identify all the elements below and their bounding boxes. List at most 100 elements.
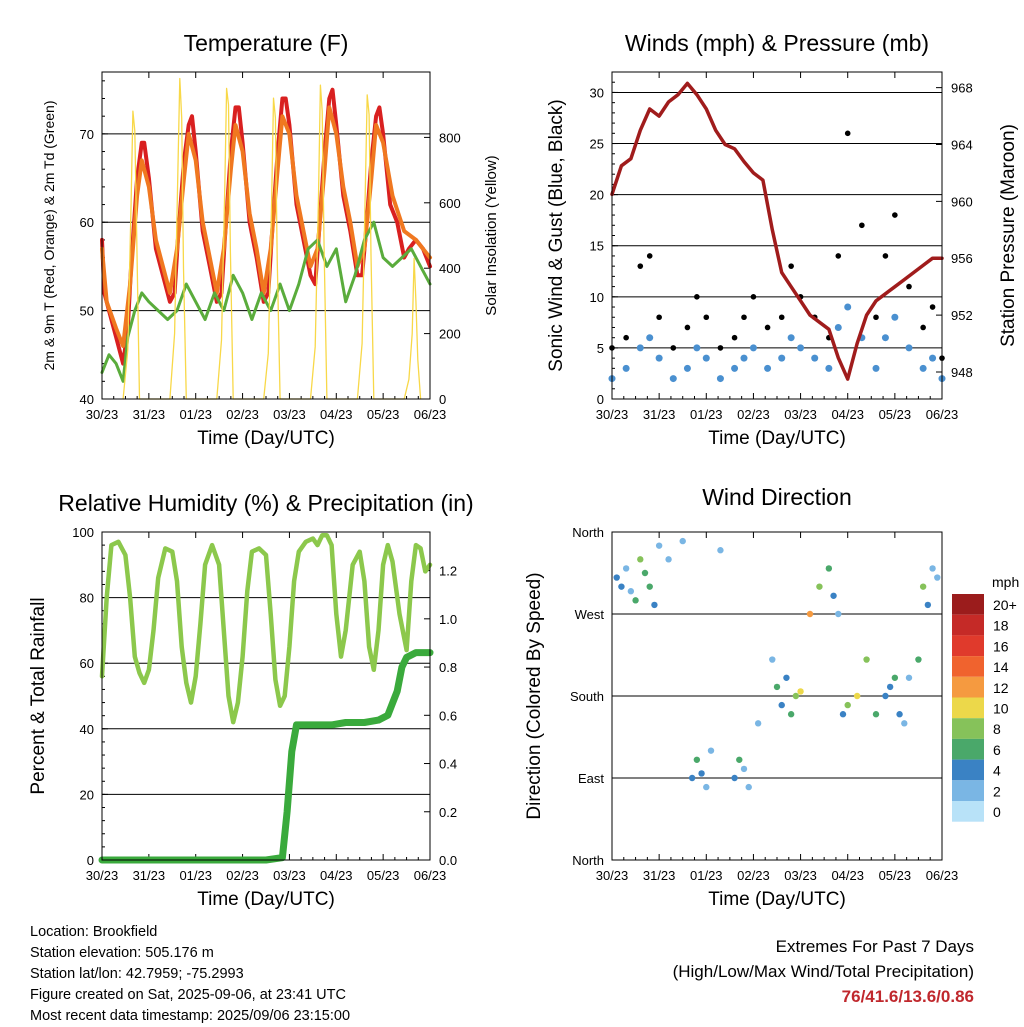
gust-point bbox=[859, 222, 865, 229]
temperature-panel: Temperature (F) 40 50 60 70 0 200 400 600 800 30/2… bbox=[41, 30, 500, 449]
temp_2m-line bbox=[100, 87, 432, 366]
x-tick-label: 06/23 bbox=[414, 868, 447, 883]
y2-tick-label: 0.6 bbox=[439, 708, 457, 723]
direction-point bbox=[745, 783, 752, 791]
legend-label: 18 bbox=[993, 618, 1009, 634]
plot-frame bbox=[101, 531, 431, 861]
direction-point bbox=[613, 574, 620, 581]
chart-title: Temperature (F) bbox=[184, 30, 349, 56]
pressure-line bbox=[610, 81, 944, 381]
legend-swatch bbox=[952, 718, 984, 739]
legend-label: 4 bbox=[993, 763, 1001, 779]
direction-point bbox=[844, 701, 851, 709]
x-tick-label: 03/23 bbox=[784, 868, 817, 883]
gust-point bbox=[684, 324, 691, 331]
wind-point bbox=[834, 323, 842, 331]
direction-point bbox=[693, 756, 701, 763]
gust-point bbox=[920, 324, 926, 331]
direction-point bbox=[637, 556, 644, 563]
legend-swatch bbox=[952, 594, 984, 615]
wind-point bbox=[740, 354, 748, 362]
extremes-values: 76/41.6/13.6/0.86 bbox=[841, 987, 974, 1006]
y2-tick-label: 1.2 bbox=[439, 564, 457, 579]
y2-tick-label: 0.8 bbox=[439, 660, 457, 675]
gust-point bbox=[637, 263, 644, 269]
chart-title: Relative Humidity (%) & Precipitation (i… bbox=[58, 490, 473, 516]
x-tick-label: 02/23 bbox=[226, 407, 259, 422]
y-tick-label: 25 bbox=[590, 137, 604, 152]
direction-point bbox=[665, 556, 672, 563]
x-tick-label: 31/23 bbox=[133, 868, 166, 883]
legend-label: 8 bbox=[993, 721, 1001, 737]
legend-swatch bbox=[952, 656, 984, 677]
gust-point bbox=[778, 314, 785, 321]
direction-point bbox=[740, 765, 748, 773]
wind-point bbox=[655, 354, 663, 362]
legend-label: 20+ bbox=[993, 597, 1017, 613]
wind-point bbox=[693, 344, 701, 352]
legend-swatch bbox=[952, 759, 984, 781]
direction-point bbox=[905, 674, 913, 681]
y2-axis-label: Solar Insolation (Yellow) bbox=[483, 155, 500, 315]
direction-point bbox=[830, 592, 837, 599]
winds-pressure-panel: Winds (mph) & Pressure (mb) 0 5 10 15 20 25 30 9… bbox=[546, 30, 1019, 449]
wind-point bbox=[797, 344, 805, 352]
y-tick-label: 80 bbox=[80, 591, 94, 606]
direction-point bbox=[797, 688, 804, 695]
dewpoint-line bbox=[100, 220, 432, 383]
direction-point bbox=[773, 683, 781, 691]
y-tick-label: South bbox=[570, 689, 604, 704]
direction-point bbox=[835, 610, 842, 618]
x-tick-label: 06/23 bbox=[926, 868, 959, 883]
direction-point bbox=[655, 542, 663, 549]
gust-point bbox=[835, 253, 842, 259]
wind-point bbox=[929, 354, 937, 362]
direction-point bbox=[632, 597, 639, 604]
y-tick-label: 0 bbox=[87, 853, 94, 868]
wind-point bbox=[702, 354, 710, 362]
direction-point bbox=[769, 656, 776, 663]
direction-point bbox=[839, 711, 847, 718]
direction-point bbox=[787, 711, 795, 718]
wind-point bbox=[891, 313, 899, 321]
y-tick-label: 20 bbox=[590, 188, 604, 203]
gust-point bbox=[844, 130, 851, 137]
wind-point bbox=[716, 375, 724, 383]
x-tick-label: 31/23 bbox=[643, 407, 676, 422]
x-tick-label: 03/23 bbox=[273, 868, 306, 883]
y2-tick-label: 0.0 bbox=[439, 853, 457, 868]
gust-point bbox=[703, 314, 710, 321]
legend-label: 16 bbox=[993, 638, 1009, 654]
legend-swatch bbox=[952, 676, 984, 698]
gust-point bbox=[670, 345, 677, 351]
y2-tick-label: 600 bbox=[439, 196, 461, 211]
legend-swatch bbox=[952, 780, 984, 801]
created-text: Figure created on Sat, 2025-09-06, at 23… bbox=[30, 987, 346, 1003]
gust-point bbox=[750, 294, 757, 300]
direction-point bbox=[901, 720, 908, 727]
direction-point bbox=[853, 692, 861, 700]
wind-direction-panel: Wind DirectionNorthEastSouthWestNorth30/… bbox=[524, 484, 1019, 910]
y2-tick-label: 964 bbox=[951, 138, 973, 153]
direction-point bbox=[929, 565, 936, 572]
y2-axis-label: Station Pressure (Maroon) bbox=[998, 124, 1019, 347]
y2-tick-label: 800 bbox=[439, 130, 461, 145]
y-tick-label: 20 bbox=[80, 787, 94, 802]
legend-swatch bbox=[952, 614, 984, 636]
gust-point bbox=[764, 324, 771, 331]
y-tick-label: 5 bbox=[597, 341, 604, 356]
direction-point bbox=[915, 656, 922, 663]
wind-point bbox=[905, 344, 913, 352]
gust-point bbox=[731, 334, 738, 341]
y-tick-label: 60 bbox=[80, 656, 94, 671]
x-tick-label: 05/23 bbox=[879, 407, 912, 422]
y-tick-label: 40 bbox=[80, 392, 94, 407]
plot-frame bbox=[611, 71, 943, 400]
legend-swatch bbox=[952, 635, 984, 657]
x-axis-label: Time (Day/UTC) bbox=[708, 428, 846, 449]
y-axis-label: 2m & 9m T (Red, Orange) & 2m Td (Green) bbox=[41, 101, 57, 371]
x-tick-label: 31/23 bbox=[643, 868, 676, 883]
plot-frame bbox=[611, 531, 943, 861]
y-tick-label: 50 bbox=[80, 304, 94, 319]
wind-point bbox=[683, 364, 691, 372]
